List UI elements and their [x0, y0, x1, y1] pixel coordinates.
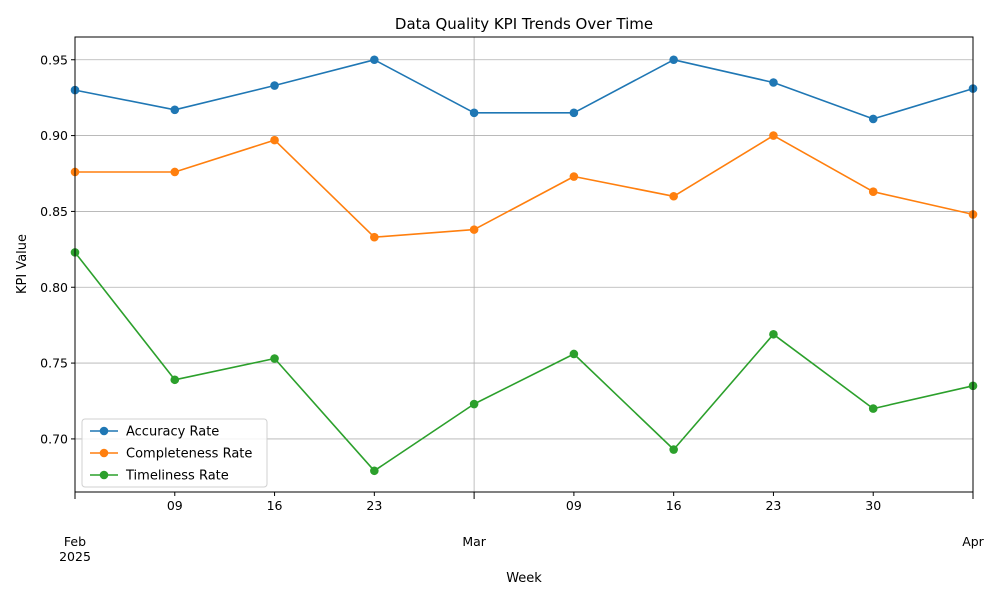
data-point-completeness-rate	[769, 131, 778, 140]
series-line-timeliness-rate	[74, 251, 974, 472]
data-point-completeness-rate	[170, 167, 180, 177]
data-point-timeliness-rate	[868, 404, 878, 413]
data-point-completeness-rate	[370, 232, 379, 242]
series-timeliness-rate	[70, 248, 978, 476]
data-point-accuracy-rate	[669, 55, 678, 65]
series-line-completeness-rate	[75, 134, 974, 238]
data-point-timeliness-rate	[270, 354, 279, 363]
x-tick-label: 23	[366, 498, 382, 513]
data-point-accuracy-rate	[469, 108, 479, 118]
legend: Accuracy Rate Completeness Rate Timeliness…	[81, 418, 268, 488]
x-tick-label: 30	[865, 498, 881, 513]
x-tick-label: 16	[267, 498, 283, 513]
y-tick-label: 0.75	[40, 356, 68, 371]
y-tick-label: 0.90	[40, 128, 68, 143]
plot-area-frame	[74, 36, 974, 493]
legend-swatch-marker-accuracy-rate	[99, 426, 109, 436]
data-point-completeness-rate	[569, 172, 579, 181]
data-point-completeness-rate	[469, 225, 479, 234]
legend-swatch-marker-timeliness-rate	[99, 470, 109, 480]
x-tick-label: 09	[167, 498, 183, 513]
x-tick-label: Mar	[462, 534, 486, 549]
data-point-accuracy-rate	[868, 114, 878, 124]
data-point-accuracy-rate	[170, 105, 180, 115]
legend-label-accuracy-rate: Accuracy Rate	[126, 425, 219, 440]
y-axis: 0.70 0.75 0.80 0.85 0.90 0.95	[40, 52, 75, 446]
data-point-timeliness-rate	[469, 399, 479, 409]
legend-swatch-marker-completeness-rate	[99, 448, 109, 458]
data-point-timeliness-rate	[769, 329, 778, 339]
y-axis-title: KPI Value	[15, 234, 30, 294]
data-point-completeness-rate	[669, 191, 678, 201]
data-point-completeness-rate	[270, 135, 279, 145]
y-tick-label: 0.85	[40, 204, 68, 219]
x-tick-sublabel: 2025	[59, 549, 91, 564]
series-line-accuracy-rate	[74, 58, 974, 120]
data-point-accuracy-rate	[769, 78, 778, 87]
legend-label-completeness-rate: Completeness Rate	[126, 447, 252, 462]
x-tick-label: 09	[566, 498, 582, 513]
legend-label-timeliness-rate: Timeliness Rate	[125, 469, 229, 484]
data-point-timeliness-rate	[370, 466, 379, 476]
y-tick-label: 0.80	[40, 280, 68, 295]
data-point-accuracy-rate	[569, 108, 579, 118]
x-tick-label: 23	[765, 498, 781, 513]
y-tick-label: 0.70	[40, 431, 68, 446]
x-axis-title: Week	[506, 571, 542, 586]
chart-title: Data Quality KPI Trends Over Time	[395, 15, 653, 33]
series-completeness-rate	[70, 131, 978, 242]
x-tick-label: Feb	[64, 534, 86, 549]
series-accuracy-rate	[70, 55, 978, 124]
x-tick-label: 16	[666, 498, 682, 513]
y-tick-label: 0.95	[40, 52, 68, 67]
data-point-accuracy-rate	[370, 55, 379, 65]
data-point-timeliness-rate	[669, 445, 678, 454]
x-tick-label: Apr	[962, 534, 984, 549]
data-point-completeness-rate	[868, 187, 878, 196]
legend-box	[81, 418, 268, 488]
series-lines	[70, 55, 978, 476]
data-point-timeliness-rate	[170, 375, 180, 385]
data-point-timeliness-rate	[569, 349, 579, 359]
data-point-accuracy-rate	[270, 81, 279, 90]
